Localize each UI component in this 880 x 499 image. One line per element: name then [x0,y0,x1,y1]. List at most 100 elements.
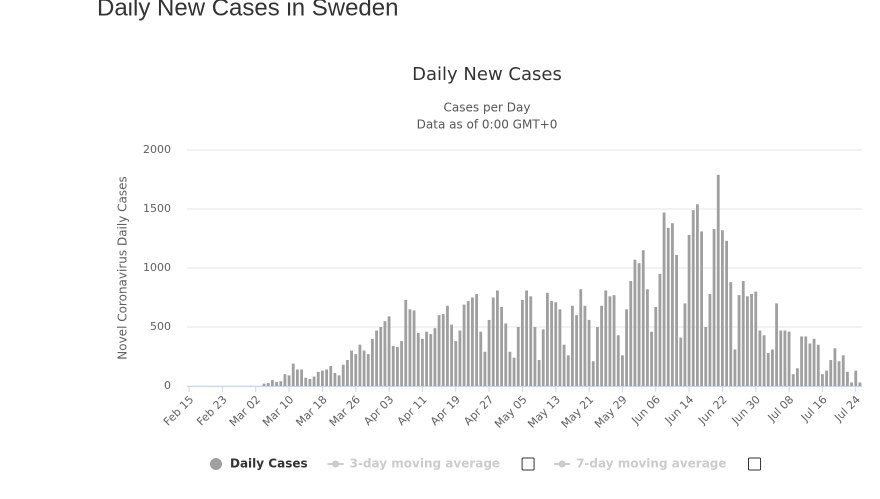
bar [546,292,549,386]
bar [262,383,266,386]
bar [671,223,674,386]
bar [437,315,441,386]
bar [600,305,603,386]
bar [846,371,849,386]
legend-label[interactable]: Daily Cases [230,457,308,471]
y-tick-label: 0 [164,379,171,392]
bar [412,310,416,386]
bar [329,365,333,386]
bar [796,368,799,386]
bar [616,335,620,386]
bar [341,364,345,386]
bar [829,360,833,386]
bar [516,327,520,386]
bar [762,335,766,386]
bar [858,382,862,386]
bar [579,289,583,386]
legend-label[interactable]: 3-day moving average [350,457,500,471]
x-tick-label: Jul 24 [831,393,863,425]
bar [325,369,328,386]
bar [491,297,495,386]
bar [366,354,370,386]
bar [691,210,695,386]
legend-checkbox[interactable] [748,457,762,471]
bar [300,369,303,386]
bar [279,381,283,386]
x-tick-label: Jul 08 [765,393,797,425]
bar [733,349,737,386]
bar [800,336,803,386]
bar [625,309,628,386]
bar [679,337,683,386]
x-tick-label: Jul 16 [798,393,830,425]
x-tick-label: May 05 [492,393,530,431]
y-tick-label: 2000 [143,143,171,156]
legend-marker [558,460,566,468]
x-tick-label: Apr 11 [395,393,430,428]
legend-label[interactable]: 7-day moving average [576,457,726,471]
legend-checkbox[interactable] [521,457,535,471]
bar [575,315,578,386]
x-tick-label: Apr 27 [461,393,496,428]
bar [433,328,437,386]
bar [446,305,449,386]
bar [833,348,837,386]
bar [346,360,349,386]
bar [396,347,399,386]
bar [821,374,824,386]
bar [808,343,812,386]
bar [358,344,362,386]
bar [841,355,845,386]
bar [566,355,570,386]
bar [571,305,574,386]
bar [333,373,337,386]
bar [487,319,491,386]
chart-subtitle: Cases per Day [444,101,531,115]
bar [746,296,749,386]
bar [441,314,445,386]
x-tick-label: May 29 [592,393,630,431]
bar [825,370,828,386]
bar [712,229,716,386]
y-tick-label: 500 [150,320,171,333]
x-tick-label: Mar 18 [293,393,329,429]
bar [475,293,478,386]
bar [508,351,512,386]
x-tick-label: Mar 02 [227,393,263,429]
bar [387,316,391,386]
bar [687,234,691,386]
bar [375,330,378,386]
bar [629,280,633,386]
bar [596,327,599,386]
x-tick-label: Jun 30 [729,393,763,427]
chart-title: Daily New Cases [412,64,562,85]
chart-subtitle: Data as of 0:00 GMT+0 [417,118,558,132]
bar [650,331,653,386]
bar [604,290,608,386]
bar [666,227,670,386]
bar [725,240,728,386]
bar [700,231,703,386]
bar [754,291,758,386]
x-tick-label: Mar 26 [327,393,363,429]
x-tick-label: Jun 22 [695,393,729,427]
bar [621,355,624,386]
bar [812,338,816,386]
bar [408,309,412,386]
bar [271,380,274,386]
bar [783,330,787,386]
bar [658,273,662,386]
bar [741,280,745,386]
bar [383,321,387,386]
bar [500,306,503,386]
page-title: Daily New Cases in Sweden [97,0,398,21]
bar [304,377,308,386]
bar [496,290,499,386]
x-tick-label: Feb 23 [194,393,229,428]
bar [350,350,353,386]
bar [771,349,774,386]
bar [562,344,566,386]
bar [554,302,558,386]
bar [779,330,783,386]
bar [608,296,612,386]
